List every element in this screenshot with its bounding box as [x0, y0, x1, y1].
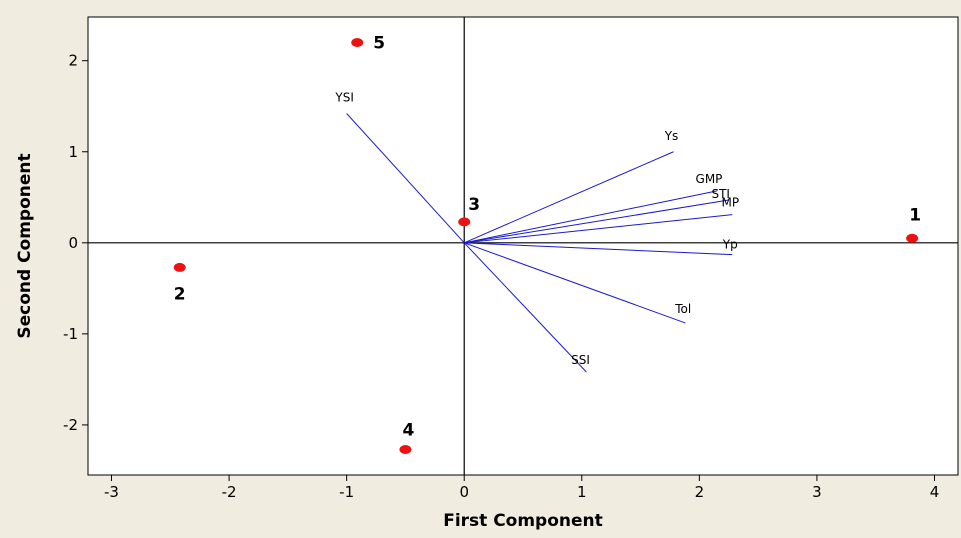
vector-ys: [464, 151, 674, 244]
point-label-3: 3: [468, 195, 480, 215]
x-tick-label: 4: [930, 483, 940, 501]
data-point-3: [458, 217, 471, 227]
point-label-1: 1: [909, 205, 921, 225]
x-axis-title: First Component: [443, 511, 603, 531]
point-label-5: 5: [373, 33, 385, 53]
y-tick-label: 1: [68, 143, 78, 161]
x-tick-label: 1: [577, 483, 587, 501]
x-tick-label: 0: [459, 483, 469, 501]
vector-label-mp: MP: [721, 196, 739, 210]
vector-label-yp: Yp: [722, 238, 738, 252]
vector-label-tol: Tol: [674, 302, 691, 316]
vector-label-ys: Ys: [664, 129, 679, 143]
point-label-4: 4: [403, 421, 415, 441]
data-point-2: [173, 262, 186, 272]
y-tick-label: 2: [68, 52, 78, 70]
vector-tol: [464, 242, 686, 324]
vector-label-ssi: SSI: [571, 353, 590, 367]
y-axis-title: Second Component: [15, 153, 35, 338]
x-tick-label: -3: [104, 483, 119, 501]
y-tick-label: -2: [63, 416, 78, 434]
vector-label-gmp: GMP: [696, 172, 723, 186]
x-tick-label: -1: [339, 483, 354, 501]
data-point-4: [399, 445, 412, 455]
vector-gmp: [464, 190, 718, 244]
data-point-1: [906, 233, 919, 243]
vector-label-sti: STI: [711, 187, 730, 201]
vector-mp: [464, 214, 733, 244]
data-point-5: [351, 37, 364, 47]
y-tick-label: -1: [63, 325, 78, 343]
x-tick-label: -2: [222, 483, 237, 501]
y-tick-label: 0: [68, 234, 78, 252]
plot-area: [87, 16, 959, 476]
vector-sti: [464, 199, 729, 244]
vector-label-ysi: YSI: [334, 91, 354, 105]
point-label-2: 2: [174, 284, 186, 304]
vector-ssi: [463, 242, 587, 373]
x-tick-label: 2: [695, 483, 705, 501]
vector-yp: [464, 242, 733, 256]
vector-ysi: [346, 113, 465, 244]
x-tick-label: 3: [812, 483, 822, 501]
